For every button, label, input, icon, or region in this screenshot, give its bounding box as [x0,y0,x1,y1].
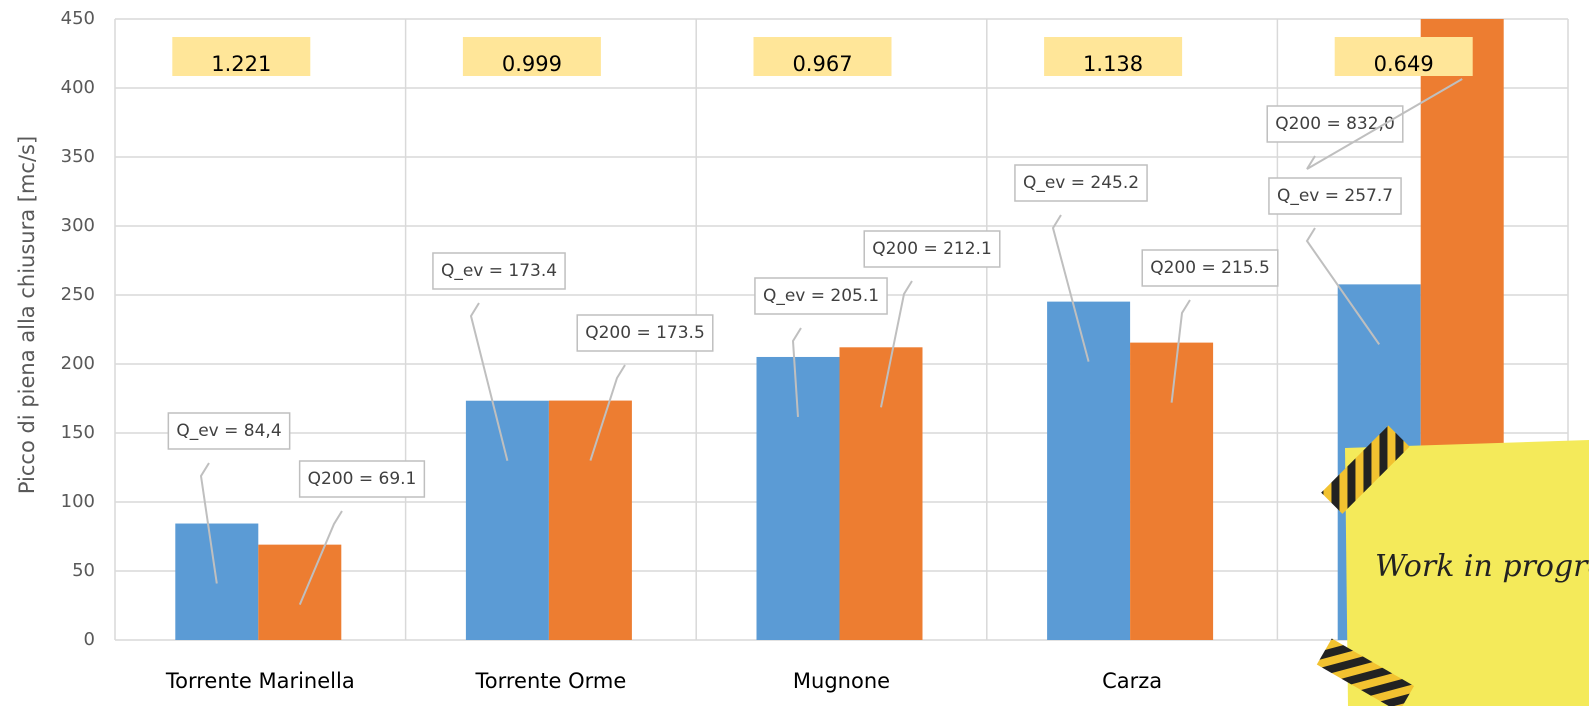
y-tick-label: 0 [84,629,95,650]
data-label: Q200 = 212.1 [872,239,992,259]
bar [757,357,840,640]
note-text: Work in progre [1375,549,1589,584]
bar [258,545,341,640]
data-label: Q_ev = 84,4 [176,421,281,441]
y-tick-label: 150 [61,422,95,443]
bar [840,347,923,640]
data-label: Q_ev = 205.1 [763,286,879,306]
y-axis-label: Picco di piena alla chiusura [mc/s] [15,136,39,494]
y-tick-label: 350 [61,146,95,167]
data-label: Q_ev = 173.4 [441,261,557,281]
chart: Picco di piena alla chiusura [mc/s] 0 50 1… [0,0,1589,706]
data-label: Q_ev = 257.7 [1277,186,1393,206]
sticky-note: Work in progre [1317,425,1589,706]
data-label: Q200 = 832,0 [1275,114,1395,134]
y-tick-label: 100 [61,491,95,512]
y-tick-label: 450 [61,8,95,29]
bars [175,0,1503,640]
data-label: Q200 = 173.5 [585,323,705,343]
y-tick-label: 300 [61,215,95,236]
ratio-label: 0.999 [502,52,562,76]
bar [549,401,632,640]
y-tick-label: 200 [61,353,95,374]
ratio-label: 0.649 [1374,52,1434,76]
data-label: Q_ev = 245.2 [1023,173,1139,193]
bar [1130,343,1213,640]
y-tick-label: 250 [61,284,95,305]
y-tick-label: 400 [61,77,95,98]
data-label: Q200 = 69.1 [308,469,417,489]
y-tick-label: 50 [72,560,95,581]
bar [1047,302,1130,640]
x-tick-label: Mugnone [793,669,890,693]
x-tick-label: Carza [1102,669,1162,693]
x-tick-label: Torrente Marinella [165,669,355,693]
ratio-label: 1.221 [211,52,271,76]
x-tick-label: Torrente Orme [475,669,627,693]
data-label: Q200 = 215.5 [1150,258,1270,278]
bar [466,401,549,640]
ratio-label: 1.138 [1083,52,1143,76]
ratio-label: 0.967 [792,52,852,76]
